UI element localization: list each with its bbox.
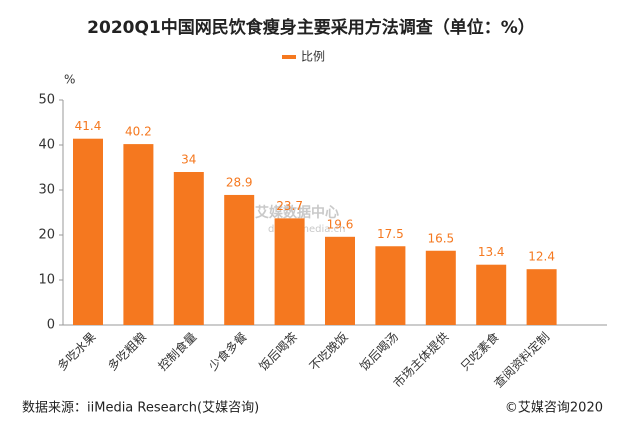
value-label: 16.5 [427,231,454,245]
y-tick-label: 50 [38,93,55,108]
x-tick-label: 饭后喝茶 [256,329,301,374]
value-label: 23.7 [276,199,303,213]
bar [173,172,204,325]
value-label: 17.5 [377,227,404,241]
source: 数据来源：iiMedia Research(艾媒咨询) [22,401,259,416]
legend-swatch [282,55,296,59]
x-tick-label: 只吃素食 [457,329,502,374]
bar [476,264,507,325]
y-tick-label: 40 [38,138,55,153]
x-tick-label: 不吃晚饭 [307,330,351,374]
value-label: 13.4 [478,245,505,259]
bar [224,194,255,325]
value-label: 19.6 [327,217,354,231]
value-label: 41.4 [75,119,102,133]
value-label: 28.9 [226,175,253,189]
x-tick-label: 控制食量 [155,329,200,374]
legend-label: 比例 [301,50,325,64]
y-tick-label: 30 [38,183,55,198]
x-tick-label: 多吃水果 [55,330,99,374]
bar [425,250,456,325]
y-axis-label: % [64,73,75,87]
copyright: ©艾媒咨询2020 [505,401,603,416]
y-tick-label: 0 [47,318,55,333]
value-label: 12.4 [528,250,555,264]
y-tick-label: 20 [38,228,55,243]
bar [325,236,355,325]
watermark: data.iimedia.cn [268,224,345,235]
bar [73,138,103,325]
x-tick-label: 多吃粗粮 [104,329,149,374]
watermark: 艾媒数据中心 [255,204,339,221]
value-label: 40.2 [125,125,152,139]
y-tick-label: 10 [38,273,55,288]
bar [526,269,557,325]
x-tick-label: 少食多餐 [205,329,250,374]
bar [123,144,154,325]
x-tick-label: 饭后喝汤 [357,330,401,374]
bar [375,246,406,325]
bar [274,218,305,325]
chart-title: 2020Q1中国网民饮食瘦身主要采用方法调查（单位：%） [87,17,535,38]
value-label: 34 [181,153,196,167]
